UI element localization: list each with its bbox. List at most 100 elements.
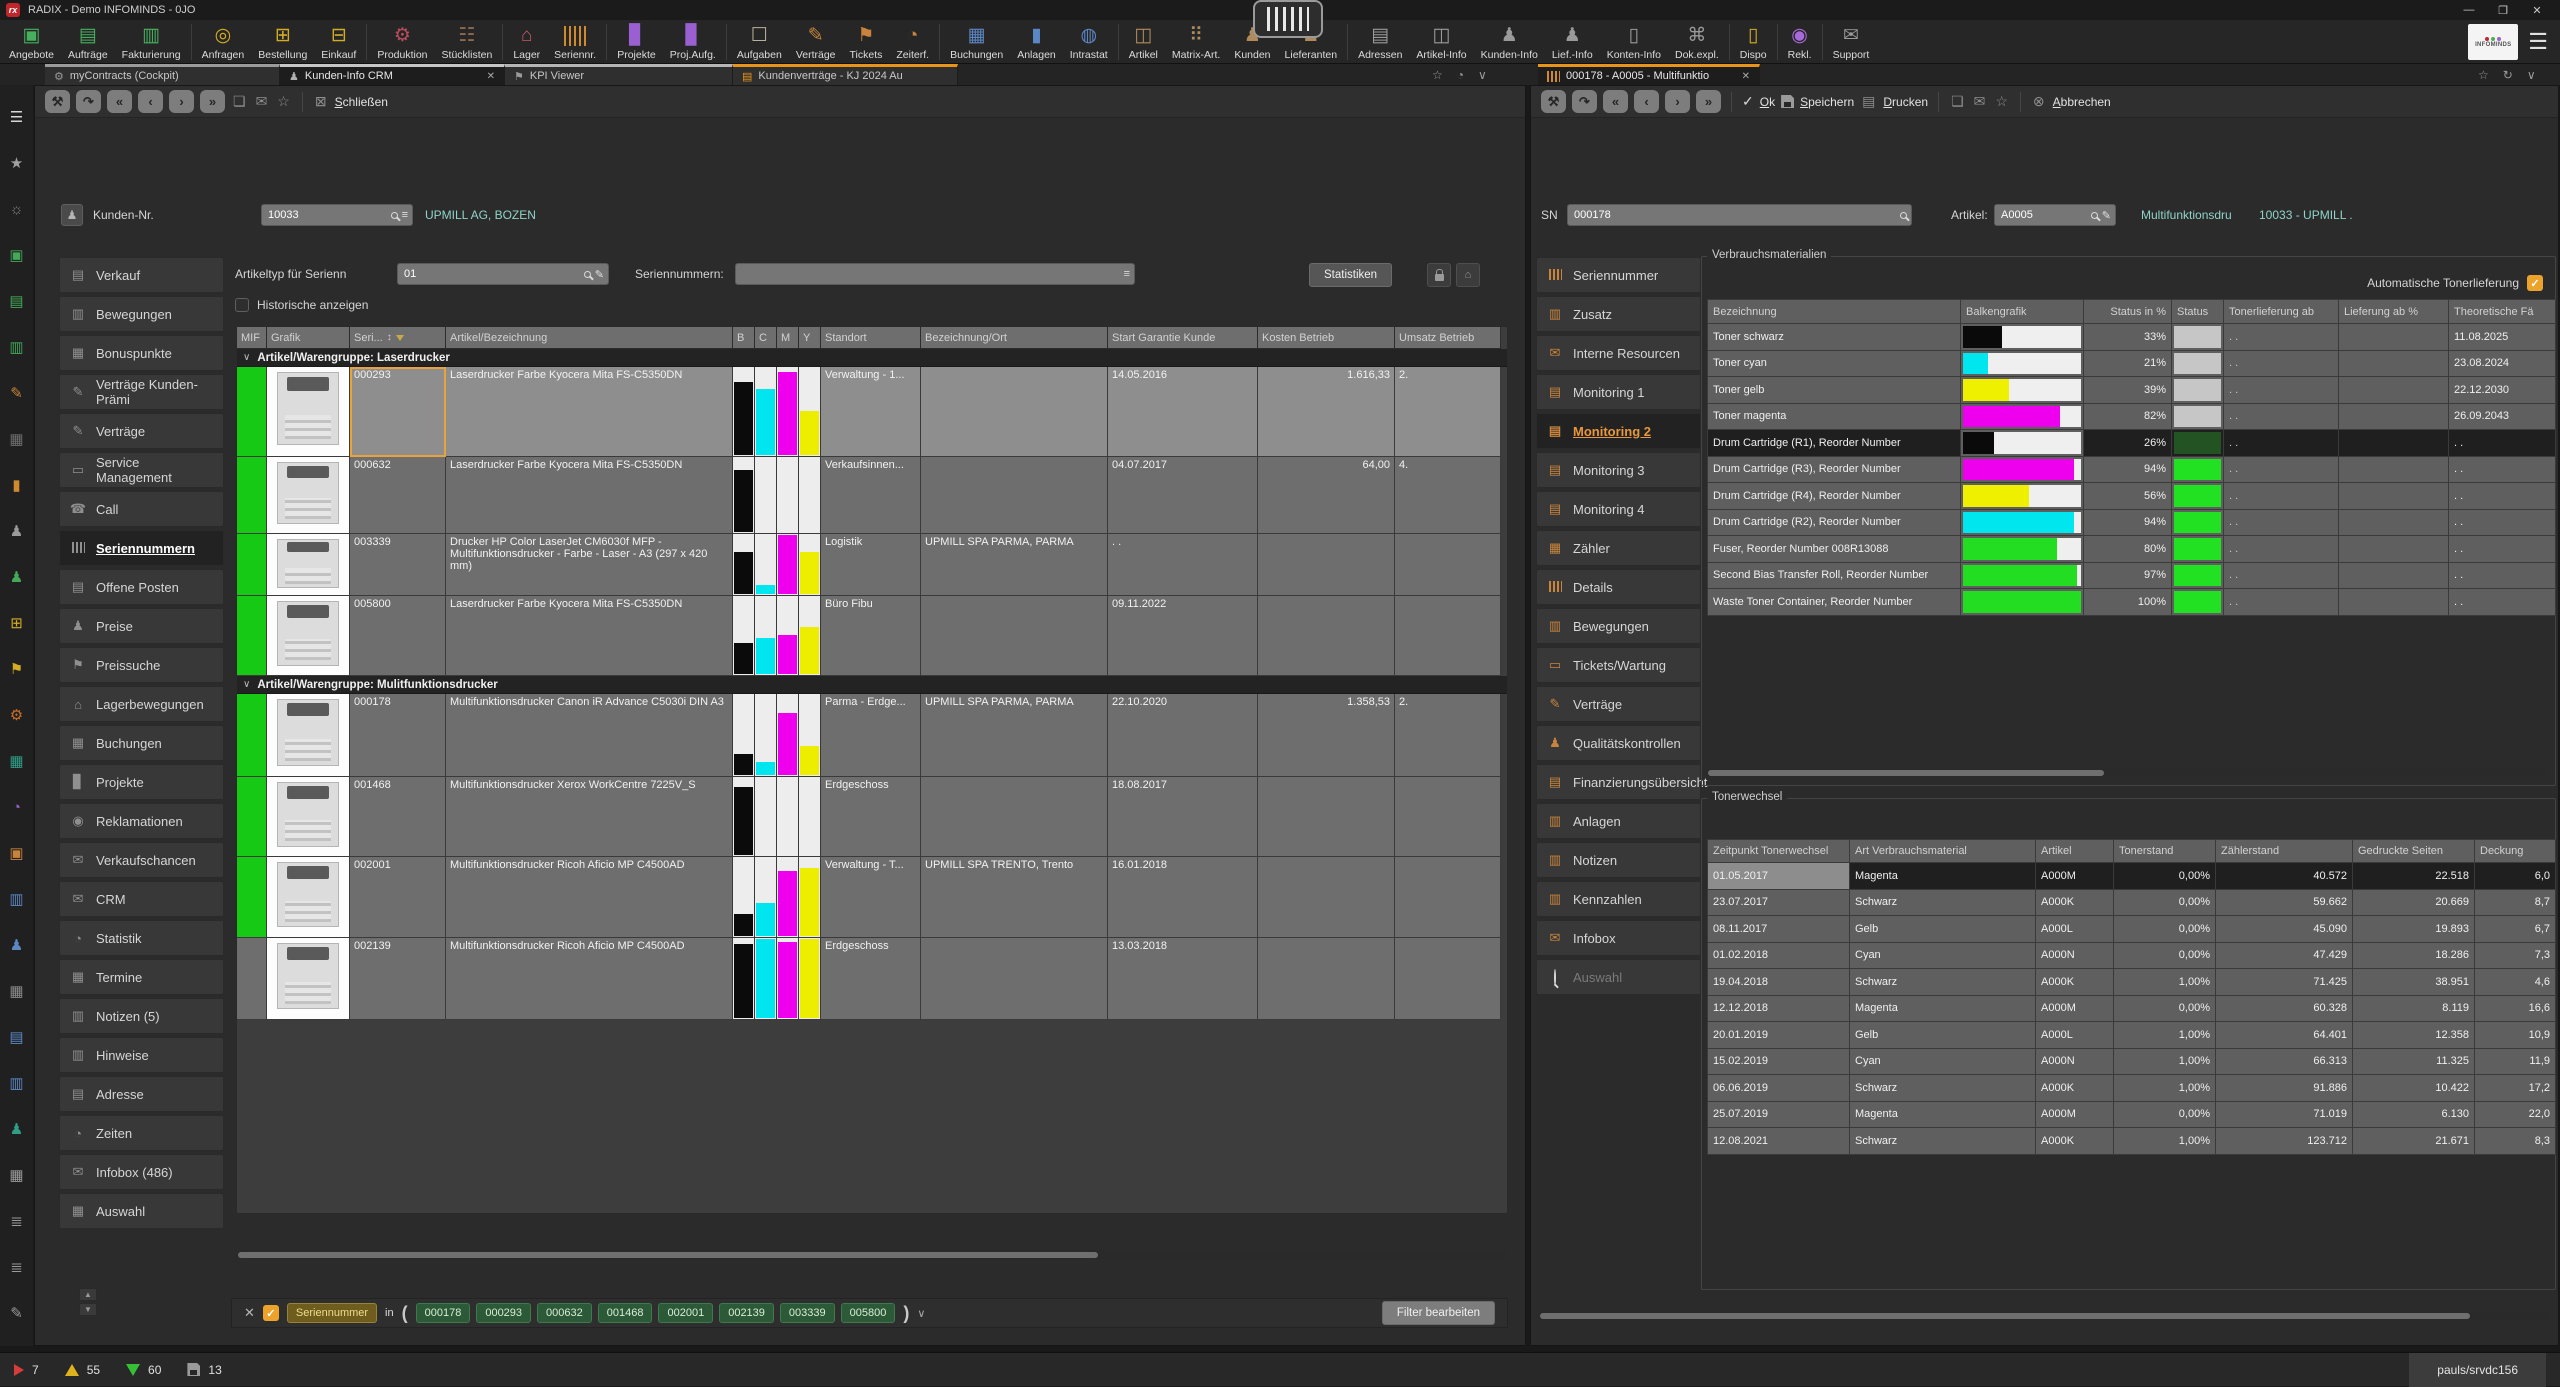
- sidebar-item-seriennummer[interactable]: Seriennummer: [1536, 257, 1701, 293]
- toolbar-button-tickets[interactable]: ⚑ Tickets: [843, 21, 890, 63]
- artikeltyp-search-icon[interactable]: [583, 270, 591, 278]
- grid-row-000178[interactable]: 000178 Multifunktionsdrucker Canon iR Adv…: [237, 694, 1507, 777]
- grid-header-grafik[interactable]: Grafik: [267, 327, 350, 349]
- rp-redo-button[interactable]: ↷: [1572, 90, 1597, 113]
- rail-icon-22[interactable]: ♟: [9, 1121, 24, 1138]
- sidebar-item-call[interactable]: ☎ Call: [59, 491, 224, 527]
- sidebar-item-statistik[interactable]: ◔ Statistik: [59, 920, 224, 956]
- sidebar-item-buchungen[interactable]: ▦ Buchungen: [59, 725, 224, 761]
- tonerwechsel-row-6[interactable]: 20.01.2019 Gelb A000L 1,00% 64.401 12.358 10,9: [1708, 1022, 2556, 1049]
- tab-close-icon[interactable]: ✕: [486, 70, 495, 82]
- rp-next-record-button[interactable]: ›: [1665, 90, 1690, 113]
- sidebar-item-notizen-5[interactable]: ▥ Notizen (5): [59, 998, 224, 1034]
- tonerwechsel-row-10[interactable]: 12.08.2021 Schwarz A000K 1,00% 123.712 21.671…: [1708, 1128, 2556, 1155]
- sidebar-item-notizen[interactable]: ▥ Notizen: [1536, 842, 1701, 878]
- sidebar-item-verkauf[interactable]: ▤ Verkauf: [59, 257, 224, 293]
- filter-active-checkbox[interactable]: ✓: [262, 1305, 279, 1321]
- sidebar-item-crm[interactable]: ✉ CRM: [59, 881, 224, 917]
- grid-group-row[interactable]: ∨ Artikel/Warengruppe: Mulitfunktionsdruc…: [237, 676, 1507, 694]
- rail-icon-9[interactable]: ♟: [9, 523, 24, 540]
- refresh-icon[interactable]: ↻: [2502, 67, 2513, 82]
- rail-icon-18[interactable]: ♟: [9, 937, 24, 954]
- consumables-row-toner-cyan[interactable]: Toner cyan 21% . . 23.08.2024: [1708, 350, 2556, 377]
- sidebar-item-preise[interactable]: ♟ Preise: [59, 608, 224, 644]
- rail-icon-25[interactable]: ≣: [10, 1259, 23, 1276]
- grid-header-y[interactable]: Y: [799, 327, 821, 349]
- consumables-row-fuser-reorder-number-008r13088[interactable]: Fuser, Reorder Number 008R13088 80% . . . .: [1708, 536, 2556, 563]
- tools-button[interactable]: ⚒: [45, 90, 70, 113]
- favorite-tab-icon[interactable]: ☆: [1432, 67, 1443, 82]
- statistics-chart-button[interactable]: ⌂: [1456, 263, 1480, 287]
- print-button[interactable]: Drucken: [1883, 94, 1929, 109]
- grid-row-000632[interactable]: 000632 Laserdrucker Farbe Kyocera Mita FS…: [237, 457, 1507, 534]
- rail-icon-16[interactable]: ▣: [9, 845, 24, 862]
- rp-last-record-button[interactable]: »: [1696, 90, 1721, 113]
- sidebar-item-z-hler[interactable]: ▦ Zähler: [1536, 530, 1701, 566]
- minimize-button[interactable]: —: [2463, 4, 2475, 16]
- sort-icon[interactable]: ↕: [386, 332, 392, 343]
- toolbar-button-lief-info[interactable]: ♟ Lief.-Info: [1545, 21, 1600, 63]
- grid-header-b[interactable]: B: [733, 327, 755, 349]
- favorite-tab-icon-right[interactable]: ☆: [2478, 67, 2489, 82]
- rail-icon-12[interactable]: ⚑: [9, 661, 24, 678]
- sidebar-item-interne-resourcen[interactable]: ✉ Interne Resourcen: [1536, 335, 1701, 371]
- rail-icon-21[interactable]: ▥: [9, 1075, 24, 1092]
- rail-icon-24[interactable]: ≣: [10, 1213, 23, 1230]
- consumables-hscrollbar[interactable]: [1707, 769, 2547, 777]
- sidebar-item-termine[interactable]: ▦ Termine: [59, 959, 224, 995]
- kunden-nr-input[interactable]: [266, 208, 387, 222]
- sidebar-item-zusatz[interactable]: ▥ Zusatz: [1536, 296, 1701, 332]
- auto-tonerlieferung-checkbox[interactable]: ✓: [2527, 275, 2543, 291]
- rail-icon-26[interactable]: ✎: [10, 1305, 23, 1322]
- artikeltyp-input[interactable]: [402, 267, 580, 281]
- artikel-edit-icon[interactable]: ✎: [2101, 209, 2111, 222]
- rail-icon-1[interactable]: ★: [9, 155, 24, 172]
- toolbar-button-seriennr[interactable]: Seriennr.: [547, 21, 603, 63]
- sidebar-item-monitoring-1[interactable]: ▤ Monitoring 1: [1536, 374, 1701, 410]
- sidebar-item-tickets-wartung[interactable]: ▭ Tickets/Wartung: [1536, 647, 1701, 683]
- filter-field-chip[interactable]: Seriennummer: [286, 1303, 378, 1323]
- sidebar-item-bonuspunkte[interactable]: ▦ Bonuspunkte: [59, 335, 224, 371]
- toolbar-button-rekl[interactable]: ◉ Rekl.: [1781, 21, 1819, 63]
- lock-button[interactable]: [1427, 263, 1451, 287]
- last-record-button[interactable]: »: [200, 90, 225, 113]
- grid-row-005800[interactable]: 005800 Laserdrucker Farbe Kyocera Mita FS…: [237, 596, 1507, 676]
- close-button[interactable]: ✕: [2532, 4, 2542, 17]
- toolbar-button-matrix-art[interactable]: ⠿ Matrix-Art.: [1165, 21, 1227, 63]
- grid-header-artikel-bezeichnung[interactable]: Artikel/Bezeichnung: [446, 327, 733, 349]
- sidebar-item-finanzierungs-bersicht[interactable]: ▤ Finanzierungsübersicht: [1536, 764, 1707, 800]
- rail-icon-13[interactable]: ⚙: [9, 707, 24, 724]
- rail-icon-23[interactable]: ▦: [9, 1167, 24, 1184]
- list-icon[interactable]: ≡: [1123, 268, 1130, 280]
- consumables-header-balkengrafik[interactable]: Balkengrafik: [1961, 300, 2084, 324]
- right-panel-hscrollbar[interactable]: [1539, 1312, 2551, 1320]
- hamburger-menu-icon[interactable]: ☰: [2528, 29, 2548, 54]
- sidebar-item-hinweise[interactable]: ▥ Hinweise: [59, 1037, 224, 1073]
- filter-expand-icon[interactable]: ∨: [917, 1307, 926, 1320]
- close-form-icon[interactable]: ⊠: [314, 93, 327, 109]
- sn-search-icon[interactable]: [1900, 211, 1907, 219]
- favorite-icon[interactable]: ☆: [277, 93, 290, 109]
- rail-icon-10[interactable]: ♟: [9, 569, 24, 586]
- sidebar-item-bewegungen[interactable]: ▥ Bewegungen: [1536, 608, 1701, 644]
- filter-value-chip-002001[interactable]: 002001: [658, 1303, 714, 1323]
- edit-icon[interactable]: ≡: [401, 209, 408, 221]
- status-saved[interactable]: 13: [187, 1363, 222, 1377]
- toolbar-button-fakturierung[interactable]: ▥ Fakturierung: [115, 21, 188, 63]
- grid-header-standort[interactable]: Standort: [821, 327, 921, 349]
- consumables-header-theoretische-f[interactable]: Theoretische Fä: [2449, 300, 2556, 324]
- artikel-search-icon[interactable]: [2090, 211, 2098, 219]
- first-record-button[interactable]: «: [107, 90, 132, 113]
- tonerwechsel-header-artikel[interactable]: Artikel: [2036, 840, 2114, 863]
- grid-row-002139[interactable]: 002139 Multifunktionsdrucker Ricoh Aficio…: [237, 938, 1507, 1020]
- tonerwechsel-header-tonerstand[interactable]: Tonerstand: [2114, 840, 2216, 863]
- filter-edit-button[interactable]: Filter bearbeiten: [1381, 1301, 1495, 1325]
- toolbar-button-produktion[interactable]: ⚙ Produktion: [370, 21, 434, 63]
- sidebar-item-vertr-ge-kunden-pr-mi[interactable]: ✎ Verträge Kunden-Prämi: [59, 374, 224, 410]
- grid-row-003339[interactable]: 003339 Drucker HP Color LaserJet CM6030f …: [237, 534, 1507, 596]
- prev-record-button[interactable]: ‹: [138, 90, 163, 113]
- tonerwechsel-header-gedruckte-seiten[interactable]: Gedruckte Seiten: [2353, 840, 2475, 863]
- collapse-chevron-icon[interactable]: ∨: [243, 352, 251, 363]
- artikel-input[interactable]: [1999, 208, 2087, 222]
- statistiken-button[interactable]: Statistiken: [1309, 263, 1393, 287]
